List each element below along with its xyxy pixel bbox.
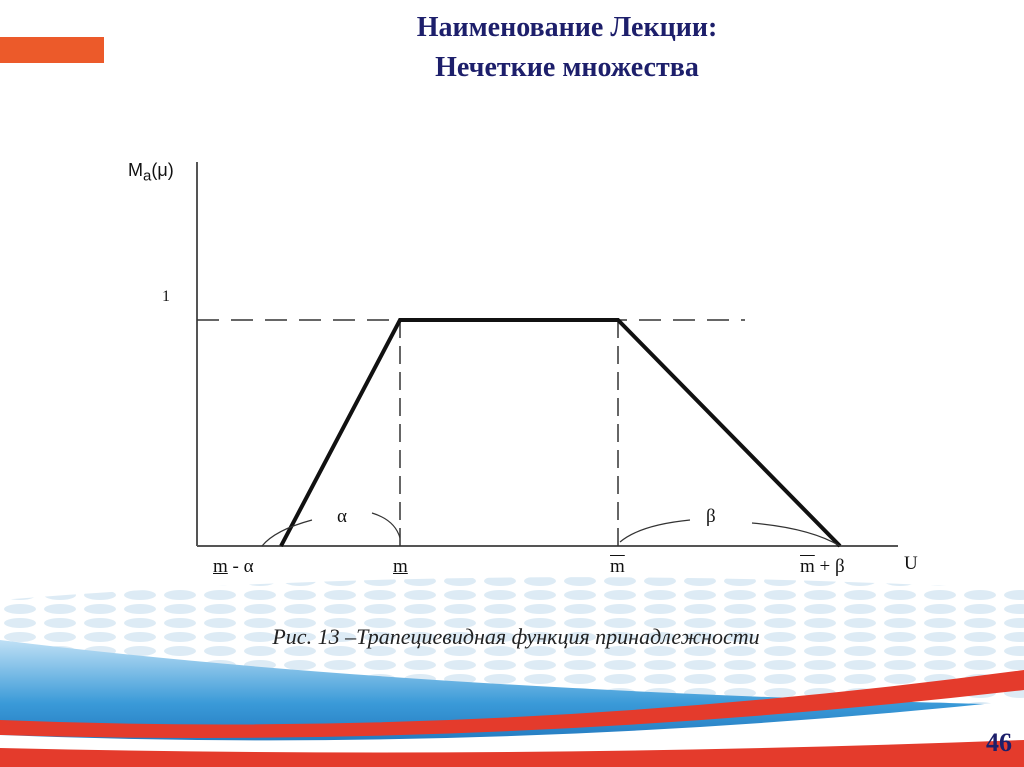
beta-label: β <box>706 506 716 527</box>
alpha-arc-right <box>371 512 401 539</box>
x-label-m-upper: m <box>610 556 625 577</box>
alpha-arc-left <box>261 519 313 547</box>
m-lower-symbol: m <box>213 556 228 577</box>
accent-bar <box>0 37 104 63</box>
lecture-title: Наименование Лекции: <box>416 12 718 43</box>
beta-arc-left <box>619 519 691 543</box>
lecture-subtitle: Нечеткие множества <box>435 52 699 83</box>
beta-arc-right <box>751 522 841 547</box>
y-tick-one: 1 <box>162 288 170 305</box>
red-bottom-band <box>0 740 1024 767</box>
x-label-m-lower: m <box>393 556 408 577</box>
y-label-main: M <box>128 160 143 180</box>
alpha-label: α <box>337 506 347 527</box>
x-axis-label: U <box>904 553 918 574</box>
figure-caption: Рис. 13 –Трапециевидная функция принадле… <box>272 624 760 649</box>
y-label-arg: (μ) <box>151 160 174 180</box>
x-label-m-minus-alpha: m - α <box>213 556 254 578</box>
plus-beta: + β <box>814 556 845 577</box>
y-axis-label: Ma(μ) <box>128 160 174 185</box>
x-label-m-plus-beta: m + β <box>800 556 845 578</box>
minus-alpha: - α <box>227 556 254 577</box>
y-label-sub: a <box>143 167 152 185</box>
membership-diagram <box>196 162 898 548</box>
red-stripe <box>0 670 1024 738</box>
page-number: 46 <box>986 728 1012 757</box>
m-upper-symbol: m <box>800 556 815 577</box>
trapezoid-function <box>279 318 842 548</box>
